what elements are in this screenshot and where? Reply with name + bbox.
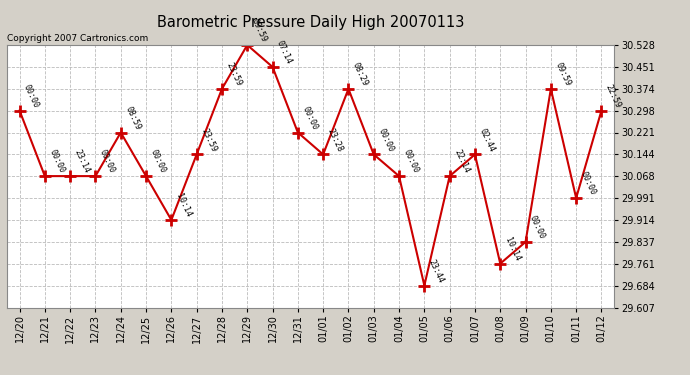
Text: 00:00: 00:00: [579, 171, 598, 197]
Text: 08:29: 08:29: [351, 61, 370, 88]
Text: 22:14: 22:14: [452, 148, 471, 175]
Text: 23:14: 23:14: [72, 148, 91, 175]
Text: 09:59: 09:59: [250, 17, 268, 44]
Text: 10:14: 10:14: [503, 236, 522, 262]
Text: 00:00: 00:00: [376, 127, 395, 153]
Text: 02:44: 02:44: [477, 127, 496, 153]
Text: Copyright 2007 Cartronics.com: Copyright 2007 Cartronics.com: [7, 34, 148, 43]
Text: 23:28: 23:28: [326, 127, 344, 153]
Text: 07:14: 07:14: [275, 39, 294, 66]
Text: 00:00: 00:00: [300, 105, 319, 131]
Text: 22:59: 22:59: [604, 83, 622, 110]
Text: 00:00: 00:00: [148, 148, 167, 175]
Text: 00:00: 00:00: [528, 214, 546, 241]
Text: 00:00: 00:00: [48, 148, 66, 175]
Text: 09:59: 09:59: [553, 61, 572, 88]
Text: 00:00: 00:00: [22, 83, 41, 110]
Text: 00:00: 00:00: [98, 148, 117, 175]
Text: Barometric Pressure Daily High 20070113: Barometric Pressure Daily High 20070113: [157, 15, 464, 30]
Text: 10:14: 10:14: [174, 192, 193, 219]
Text: 23:59: 23:59: [199, 127, 218, 153]
Text: 23:44: 23:44: [427, 258, 446, 284]
Text: 00:00: 00:00: [402, 148, 420, 175]
Text: 08:59: 08:59: [124, 105, 142, 131]
Text: 23:59: 23:59: [224, 61, 243, 88]
